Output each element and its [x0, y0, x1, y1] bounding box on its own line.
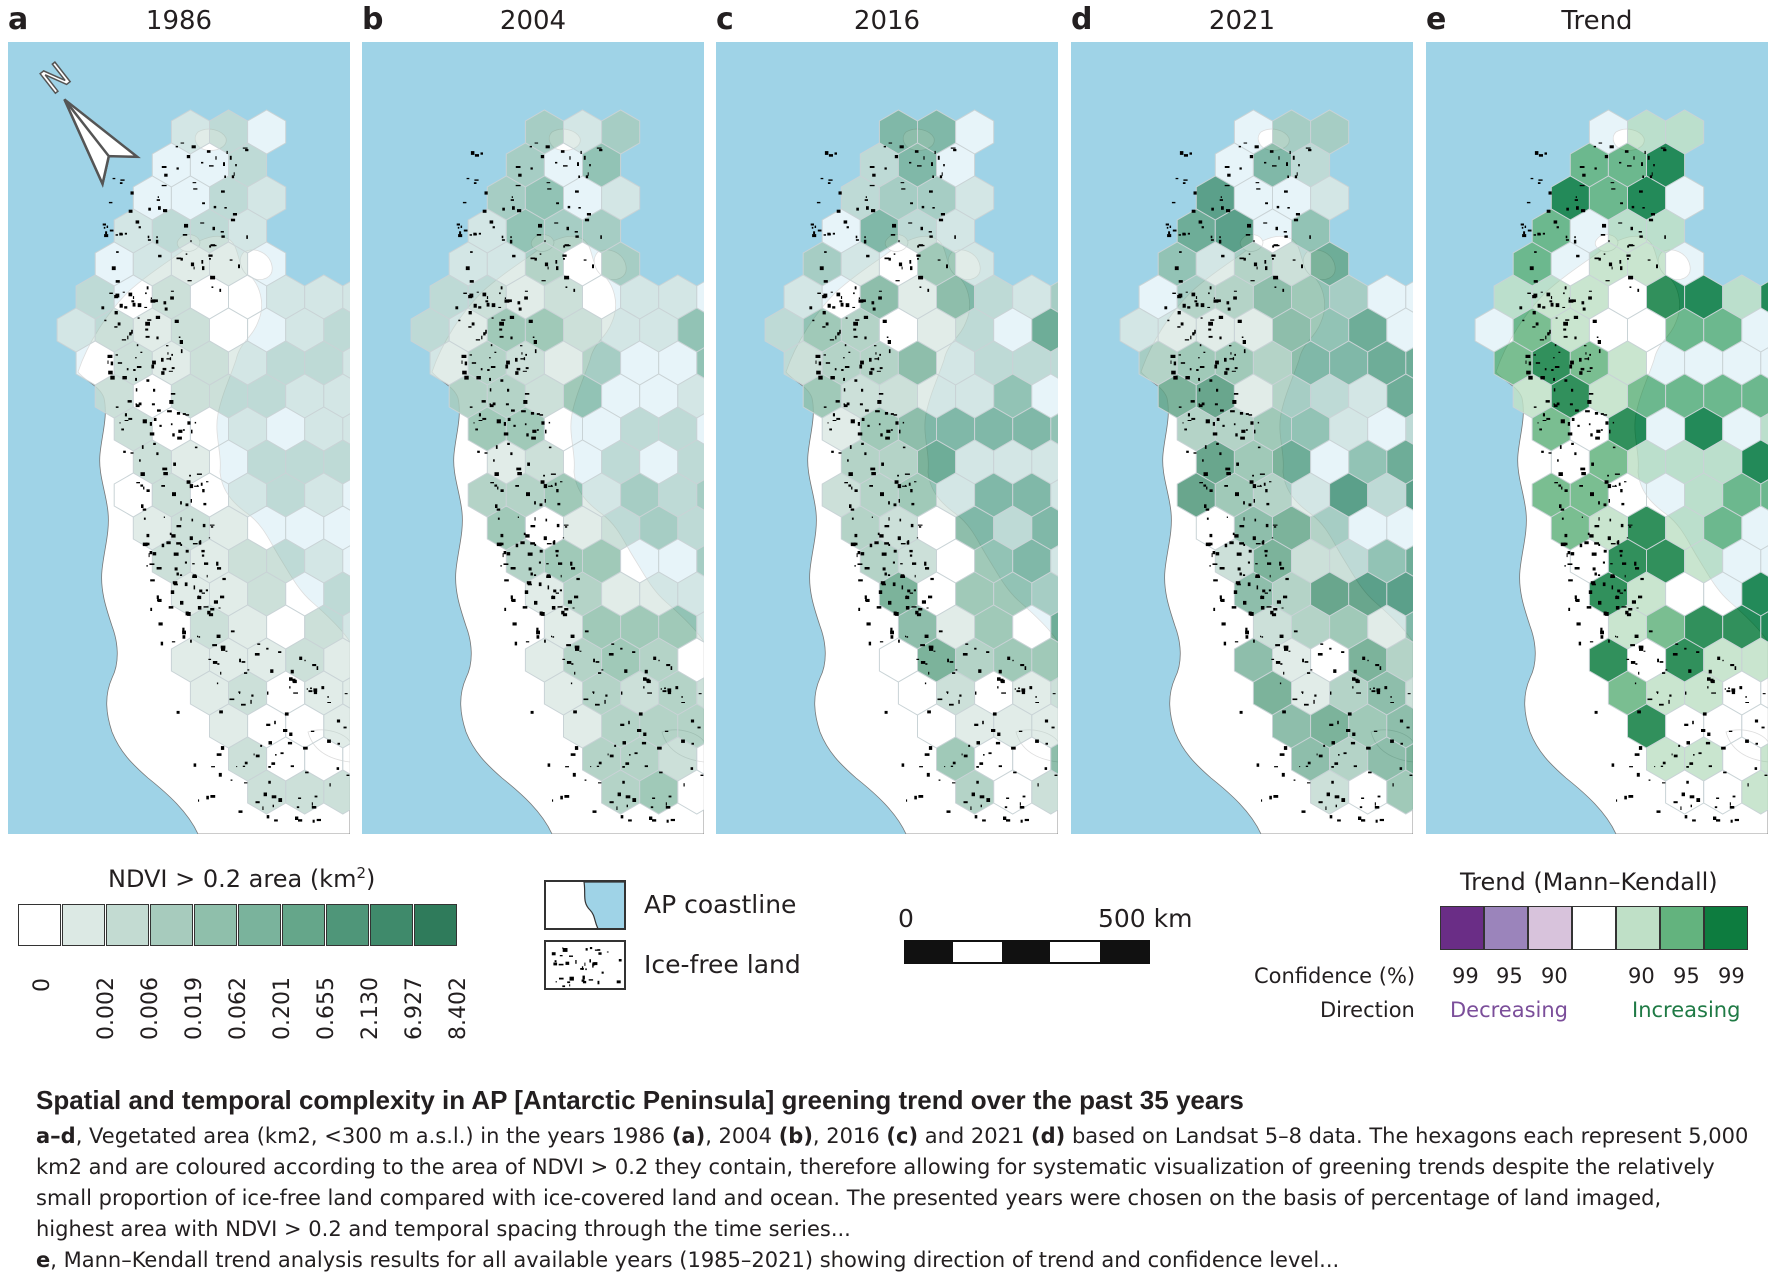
increasing-label: Increasing [1632, 998, 1741, 1022]
caption-line-1: a–d, Vegetated area (km2, <300 m a.s.l.)… [36, 1124, 1749, 1148]
trend-swatch [1572, 906, 1616, 950]
ndvi-swatch [370, 904, 413, 946]
caption-line-5: e, Mann–Kendall trend analysis results f… [36, 1248, 1340, 1272]
ndvi-color-bar [18, 904, 458, 946]
ndvi-swatch [238, 904, 281, 946]
ndvi-tick-label: 6.927 [402, 977, 427, 1040]
ndvi-tick-label: 0.002 [94, 977, 119, 1040]
north-arrow-icon: N [33, 54, 141, 188]
conf-dec-90: 90 [1541, 964, 1568, 988]
trend-swatch [1704, 906, 1748, 950]
direction-label: Direction [1320, 998, 1415, 1022]
scale-end-label: 500 km [1098, 904, 1193, 933]
scale-bar [904, 940, 1150, 964]
confidence-label: Confidence (%) [1254, 964, 1416, 988]
ndvi-swatch [282, 904, 325, 946]
scale-start-label: 0 [898, 904, 914, 933]
panel-letter: e [1426, 2, 1447, 37]
panel-letter: a [8, 2, 29, 37]
trend-color-bar [1440, 906, 1748, 950]
ndvi-tick-label: 0.062 [226, 977, 251, 1040]
trend-swatch [1484, 906, 1528, 950]
ndvi-swatch [18, 904, 61, 946]
caption-line-2: km2 and are coloured according to the ar… [36, 1155, 1715, 1179]
ndvi-swatch [150, 904, 193, 946]
trend-legend-title: Trend (Mann–Kendall) [1460, 868, 1718, 896]
conf-inc-95: 95 [1673, 964, 1700, 988]
trend-swatch [1528, 906, 1572, 950]
ndvi-swatch [62, 904, 105, 946]
caption-line-3: small proportion of ice-free land compar… [36, 1186, 1662, 1210]
panel-letter: d [1071, 2, 1093, 37]
panel-letter: c [716, 2, 734, 37]
panel-year: 2016 [853, 6, 921, 36]
ndvi-legend-title: NDVI > 0.2 area (km2) [108, 864, 376, 893]
caption-title: Spatial and temporal complexity in AP [A… [36, 1085, 1244, 1115]
coastline-key-swatch [544, 880, 626, 930]
map-2021 [1071, 42, 1413, 834]
panel-year: 2004 [499, 6, 567, 36]
panel-year: 2021 [1208, 6, 1276, 36]
ndvi-swatch [326, 904, 369, 946]
trend-swatch [1616, 906, 1660, 950]
map-2004 [362, 42, 704, 834]
conf-dec-99: 99 [1452, 964, 1479, 988]
map-2016 [716, 42, 1058, 834]
map-1986 [8, 42, 350, 834]
trend-swatch [1660, 906, 1704, 950]
panel-year: Trend [1561, 6, 1633, 36]
ndvi-swatch [106, 904, 149, 946]
decreasing-label: Decreasing [1450, 998, 1569, 1022]
conf-inc-90: 90 [1628, 964, 1655, 988]
map-trend [1426, 42, 1768, 834]
conf-dec-95: 95 [1496, 964, 1523, 988]
ndvi-tick-label: 0.201 [270, 977, 295, 1040]
ndvi-tick-label: 0.006 [138, 977, 163, 1040]
ndvi-tick-label: 2.130 [358, 977, 383, 1040]
ndvi-swatch [414, 904, 457, 946]
ndvi-swatch [194, 904, 237, 946]
ndvi-tick-label: 0 [30, 978, 55, 992]
conf-inc-99: 99 [1718, 964, 1745, 988]
trend-swatch [1440, 906, 1484, 950]
panel-year: 1986 [145, 6, 213, 36]
icefree-key-swatch [544, 940, 626, 990]
icefree-key-label: Ice-free land [644, 950, 801, 979]
coastline-key-label: AP coastline [644, 890, 797, 919]
ndvi-tick-label: 0.655 [314, 977, 339, 1040]
ndvi-tick-label: 8.402 [446, 977, 471, 1040]
north-label: N [34, 55, 79, 102]
caption-line-4: highest area with NDVI > 0.2 and tempora… [36, 1217, 851, 1241]
panel-letter: b [362, 2, 384, 37]
ndvi-tick-label: 0.019 [182, 977, 207, 1040]
